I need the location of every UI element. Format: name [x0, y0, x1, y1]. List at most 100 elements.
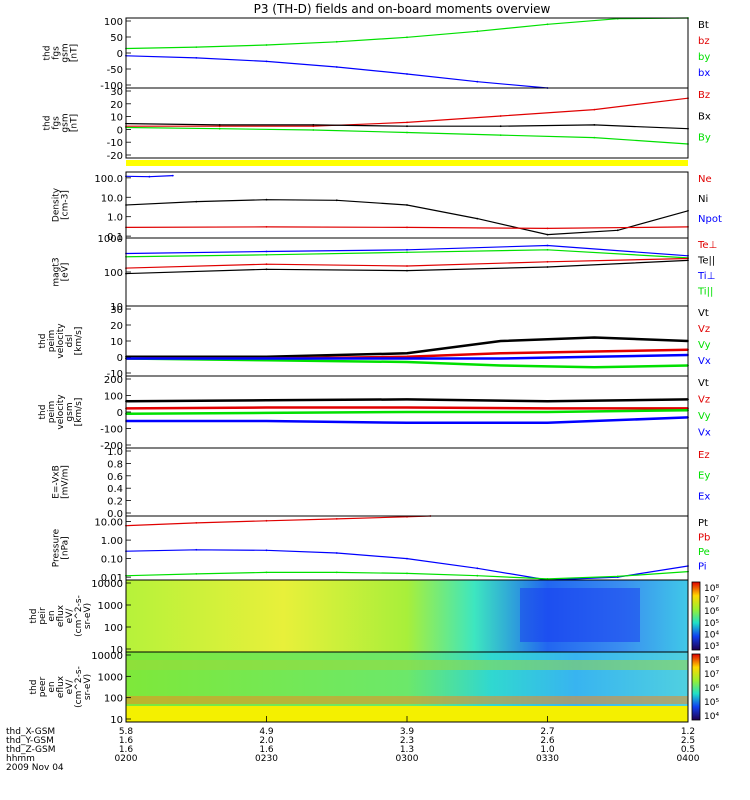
point-Pb	[335, 518, 338, 520]
y-tick-label: 10.0	[101, 193, 123, 204]
x-row-label: thd_Y-GSM	[6, 736, 54, 746]
point-Pe	[616, 575, 619, 578]
legend-label: Vt	[698, 378, 709, 389]
legend-label: Te⊥	[697, 240, 717, 251]
y-tick-label: 0.2	[107, 497, 123, 508]
y-tick-label: 0.8	[107, 459, 123, 470]
colorbar	[691, 581, 701, 651]
point-Vt	[499, 340, 502, 342]
point-by	[476, 30, 479, 33]
point-Pi	[406, 557, 408, 560]
point-Pe	[546, 578, 549, 580]
legend-label: Bt	[698, 20, 709, 31]
legend-label: Vz	[698, 324, 710, 335]
y-tick-label: 0.1	[107, 232, 123, 243]
colorbar-tick-label: 10⁸	[704, 656, 719, 666]
y-axis-label-line: Density	[52, 187, 62, 222]
y-tick-label: 1.0	[107, 213, 123, 224]
y-axis-label-line: peim	[47, 401, 57, 424]
point-Pe	[476, 574, 479, 577]
y-tick-label: 0	[117, 125, 123, 136]
point-Ti⊥	[546, 244, 549, 247]
legend-label: bx	[698, 68, 710, 79]
panel-frame	[125, 447, 689, 517]
y-tick-label: 0.01	[101, 573, 123, 584]
position-Y: 2.5	[681, 736, 695, 746]
point-by	[265, 44, 268, 46]
spectrogram-blue-patch	[520, 588, 640, 642]
colorbar-tick-label: 10⁸	[704, 584, 719, 594]
y-axis-label-line: peim	[47, 330, 57, 353]
point-Pi	[335, 552, 338, 554]
colorbar-tick-label: 10³	[704, 642, 719, 652]
point-by	[546, 23, 549, 26]
y-axis-label-line: [km/s]	[74, 327, 84, 356]
point-Pe	[406, 572, 408, 575]
colorbar-tick-label: 10⁷	[704, 670, 719, 680]
panel-frame	[125, 237, 689, 307]
yellow-band	[126, 160, 688, 166]
point-Te⊥	[265, 263, 268, 266]
y-axis-label-line: eflux	[56, 604, 66, 627]
y-tick-label: 30	[110, 87, 123, 98]
y-axis-label-line: sr-eV)	[83, 674, 93, 700]
point-Bz	[593, 108, 596, 111]
point-Bz	[499, 115, 502, 117]
colorbar-tick-label: 10⁵	[704, 619, 719, 629]
x-tick-label: 0300	[396, 754, 419, 764]
point-Ni	[195, 200, 198, 203]
y-axis-label-line: [mV/m]	[61, 465, 71, 499]
y-tick-label: 0.0	[107, 509, 123, 520]
legend-label: Vy	[698, 411, 711, 422]
legend-label: Ti||	[697, 287, 713, 298]
legend-label: Npot	[698, 214, 722, 225]
legend-label: By	[698, 133, 711, 144]
point-Ni	[335, 199, 338, 202]
y-tick-label: 50	[110, 33, 123, 44]
position-X: 4.9	[259, 727, 274, 737]
y-axis-label: thd fgs gsm [nT]	[43, 43, 80, 62]
point-Vt	[546, 400, 549, 403]
y-tick-label: 10	[110, 113, 123, 124]
y-tick-label: 0	[117, 408, 123, 419]
legend-label: Vy	[698, 340, 711, 351]
legend-label: by	[698, 52, 710, 63]
legend-label: Vz	[698, 395, 710, 406]
legend-label: Ti⊥	[697, 271, 715, 282]
point-by	[195, 46, 198, 48]
y-tick-label: 20	[110, 321, 123, 332]
y-tick-label: 1.0	[107, 447, 123, 458]
y-axis-label: thd peir en eflux eV/(cm^2-s-sr-eV)	[29, 595, 93, 637]
y-axis-label-line: [nT]	[70, 114, 80, 132]
point-Pe	[265, 571, 268, 574]
x-tick-label: 0400	[677, 754, 700, 764]
y-tick-label: 200	[104, 375, 123, 386]
y-axis-label-line: velocity	[56, 323, 66, 359]
y-tick-label: 0.10	[101, 555, 123, 566]
point-By	[499, 134, 502, 137]
panel-frame	[125, 87, 689, 159]
y-axis-label-line: eV/	[65, 608, 75, 624]
y-tick-label: 30	[110, 305, 123, 316]
position-Y: 2.3	[400, 736, 414, 746]
y-axis-label-line: [km/s]	[74, 398, 84, 427]
y-axis-label-line: sr-eV)	[83, 603, 93, 629]
point-Ne	[406, 226, 408, 229]
y-axis-label-line: en	[47, 681, 57, 692]
position-Z: 1.0	[540, 745, 555, 755]
point-Vz	[406, 406, 408, 409]
series-Vt	[126, 336, 689, 359]
series-Vy	[125, 357, 689, 369]
y-axis-label-line: peir	[38, 607, 48, 625]
legend-label: Pi	[698, 562, 707, 573]
y-tick-label: 10000	[91, 651, 123, 662]
legend-label: Vx	[698, 356, 711, 367]
colorbar-tick-label: 10⁴	[704, 712, 719, 722]
x-tick-label: 0330	[536, 754, 559, 764]
position-X: 2.7	[540, 727, 554, 737]
point-Ti||	[546, 248, 549, 251]
point-Vz	[593, 350, 596, 353]
point-Pb	[265, 519, 268, 522]
